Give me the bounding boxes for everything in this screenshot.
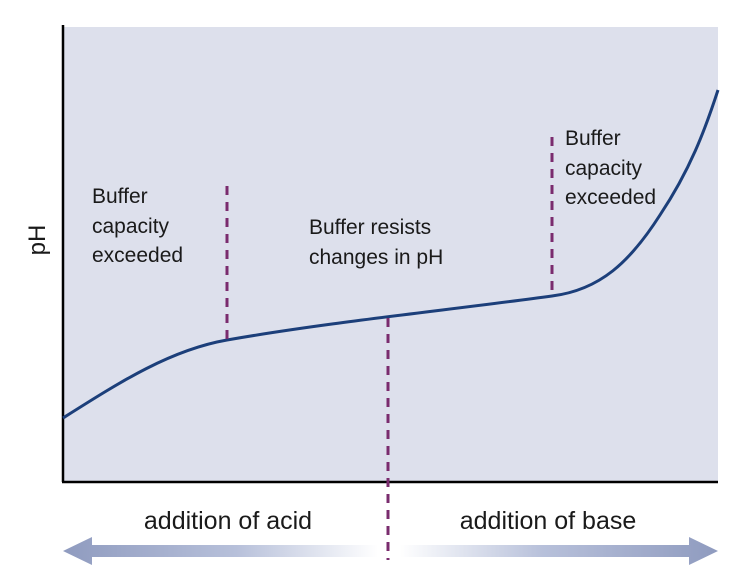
base-arrow-label: addition of base (460, 507, 637, 535)
middle-annotation: Buffer resists changes in pH (309, 216, 443, 269)
y-axis-label: pH (24, 225, 51, 256)
right-annotation: Buffer capacity exceeded (565, 127, 656, 209)
left-annotation: Buffer capacity exceeded (92, 185, 183, 267)
plot-area (63, 27, 718, 482)
ph-curve (62, 89, 720, 420)
base-arrow (400, 537, 718, 565)
acid-arrow-label: addition of acid (144, 507, 312, 535)
acid-arrow (63, 537, 378, 565)
